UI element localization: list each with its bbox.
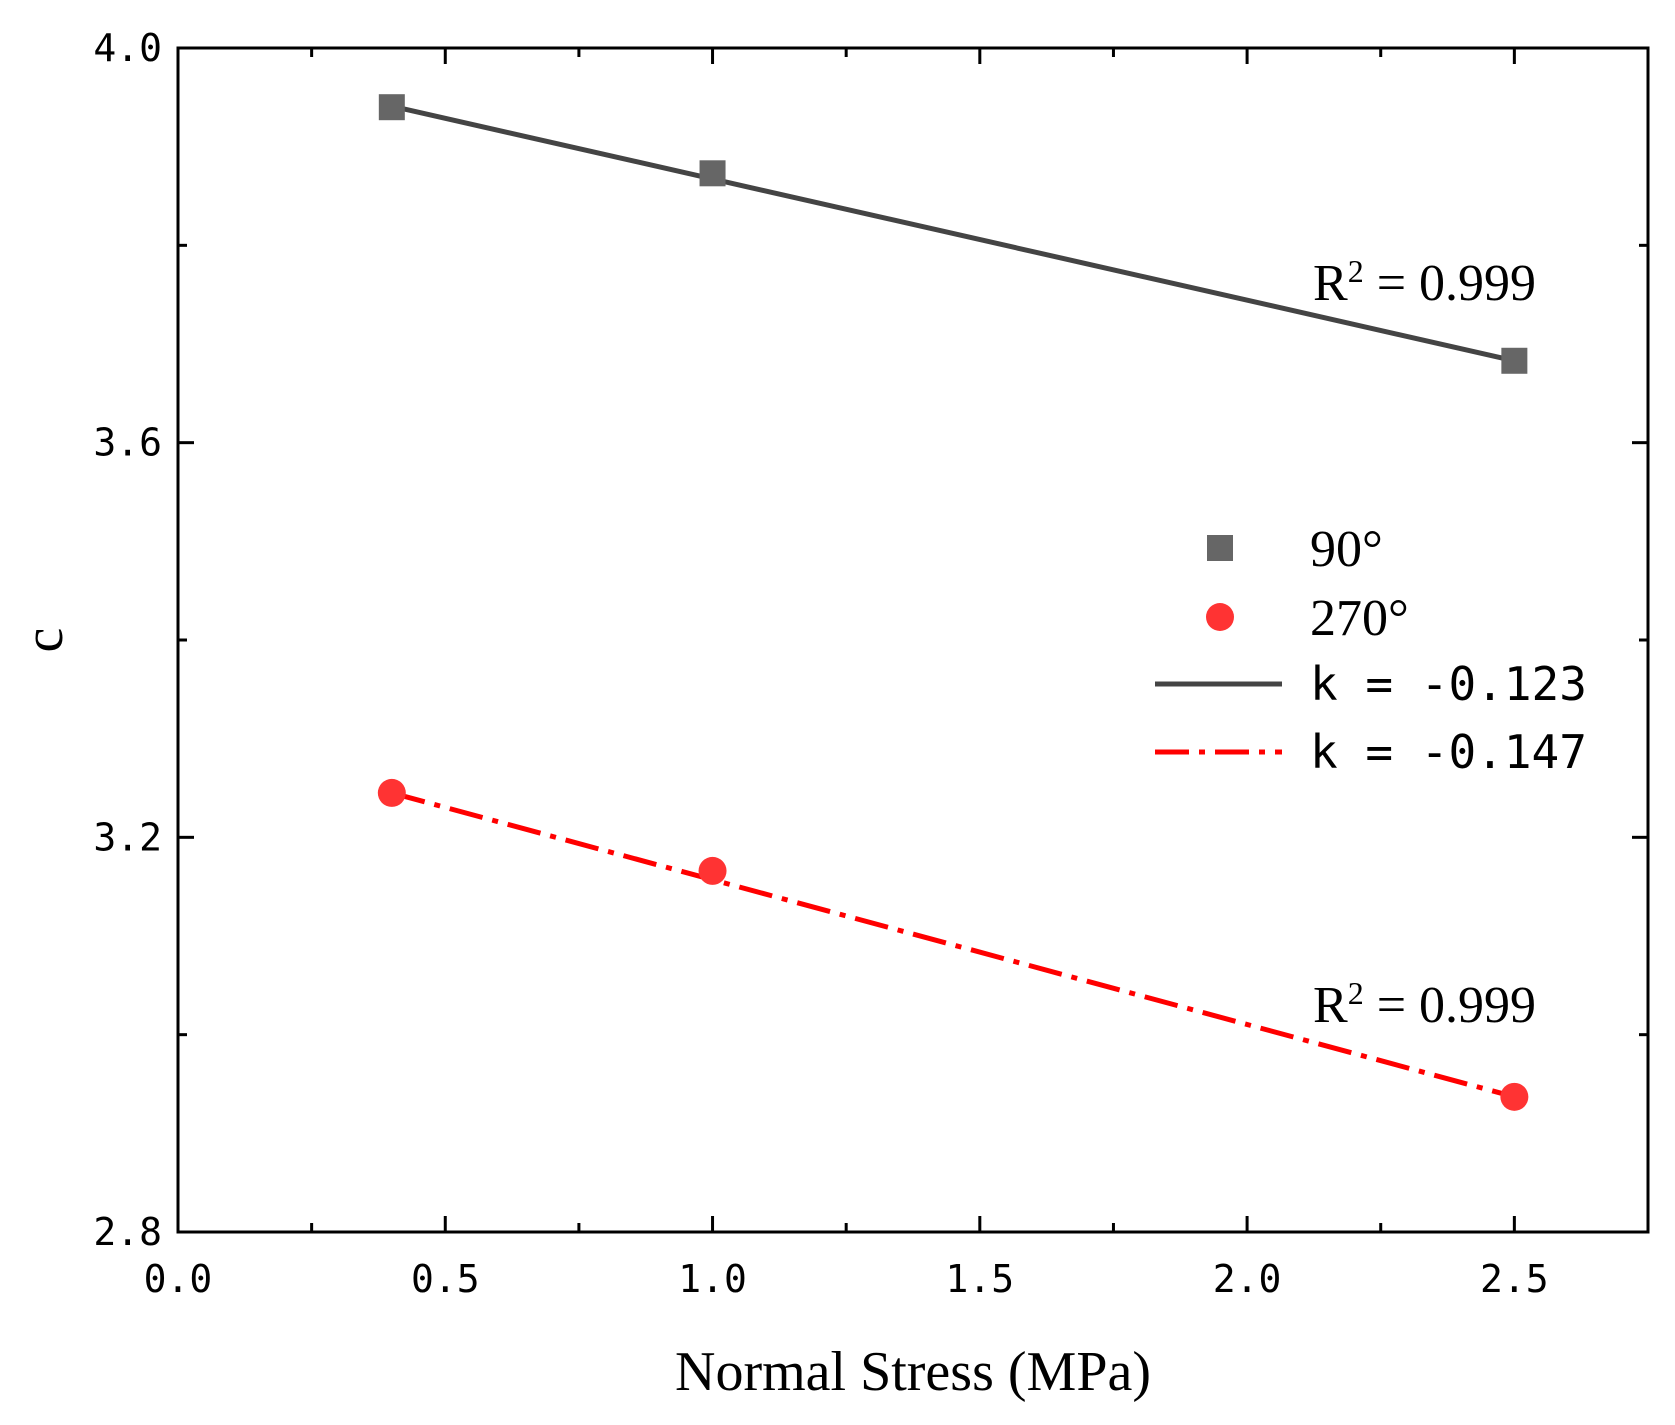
r2-annotations: R2 = 0.999 R2 = 0.999	[1313, 253, 1536, 1034]
legend-marker-circle	[1206, 603, 1234, 631]
fit-line-1	[391, 103, 1515, 364]
fit-line-2	[391, 790, 1516, 1100]
x-tick-label: 1.0	[678, 1257, 747, 1301]
data-points	[377, 94, 1529, 1111]
x-tick-label: 2.0	[1213, 1257, 1282, 1301]
axes	[176, 46, 1650, 1234]
legend-label: k = -0.123	[1310, 657, 1587, 711]
legend-label: 90°	[1310, 521, 1383, 578]
x-tick-label: 0.5	[411, 1257, 480, 1301]
data-point-1	[1501, 347, 1528, 374]
x-axis-title: Normal Stress (MPa)	[675, 1341, 1151, 1403]
data-point-2	[377, 778, 406, 807]
x-tick-label: 0.0	[144, 1257, 213, 1301]
data-point-1	[699, 160, 726, 187]
data-point-1	[378, 94, 405, 121]
y-tick-label: 4.0	[93, 26, 162, 70]
y-axis-title: c	[13, 628, 75, 653]
y-tick-label: 3.2	[93, 815, 162, 859]
legend-label: k = -0.147	[1310, 725, 1587, 779]
r2-annotation: R2 = 0.999	[1313, 253, 1536, 312]
y-tick-label: 3.6	[93, 421, 162, 465]
tick-labels: 0.0 0.5 1.0 1.5 2.0 2.5 2.8 3.2 3.6 4.0	[93, 26, 1548, 1301]
data-point-2	[1500, 1082, 1529, 1111]
legend-label: 270°	[1310, 590, 1409, 647]
legend: 90° 270° k = -0.123 k = -0.147	[1155, 521, 1587, 779]
x-tick-label: 2.5	[1480, 1257, 1549, 1301]
r2-annotation: R2 = 0.999	[1313, 975, 1536, 1034]
x-tick-label: 1.5	[945, 1257, 1014, 1301]
legend-marker-square	[1207, 535, 1233, 561]
data-point-2	[698, 856, 727, 885]
fit-lines	[391, 103, 1516, 1100]
y-tick-label: 2.8	[93, 1210, 162, 1254]
